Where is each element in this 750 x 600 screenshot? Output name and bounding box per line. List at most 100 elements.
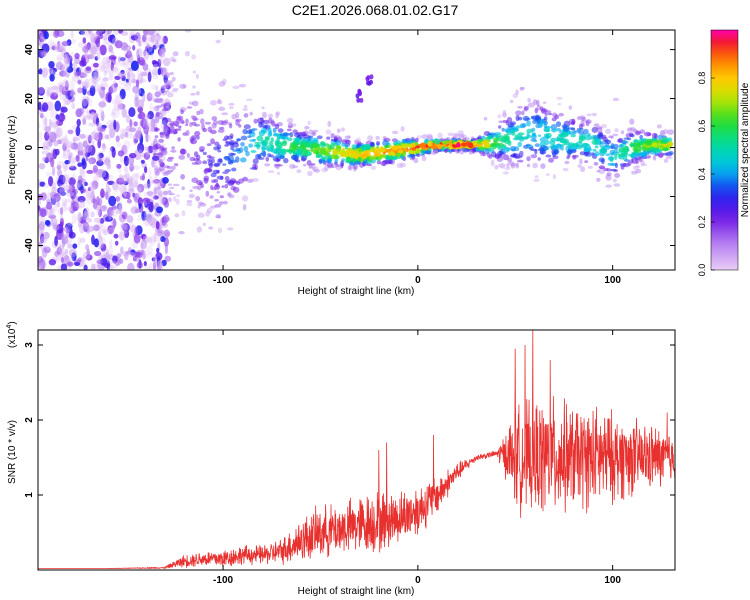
spectrogram-cell: [64, 133, 68, 145]
spectrogram-cell: [192, 85, 196, 89]
spectrogram-y-ticks: -40 -20 0 20 40: [24, 44, 675, 253]
spectrogram-cell: [197, 201, 203, 206]
spectrogram-cell: [88, 157, 93, 165]
spectrogram-cell: [163, 74, 168, 84]
spectrogram-cell: [426, 133, 433, 140]
spectrogram-cell: [149, 262, 153, 270]
spectrogram-cell: [550, 137, 557, 142]
spectrogram-cell: [56, 56, 65, 61]
spectrogram-cell: [91, 198, 97, 203]
spectrogram-cell: [53, 203, 58, 212]
spectrogram-cell: [106, 120, 114, 129]
spectrogram-cell: [111, 66, 119, 73]
spectrogram-cell: [96, 52, 101, 61]
spectrogram-cell: [120, 42, 129, 51]
spectrogram-cell: [146, 236, 152, 243]
spectrogram-cell: [99, 225, 105, 231]
spectrogram-cell: [51, 85, 59, 90]
spectrogram-cell: [502, 171, 509, 175]
spectrogram-cell: [250, 167, 257, 170]
spectrogram-cell: [160, 149, 168, 156]
spectrogram-cell: [67, 243, 73, 249]
spectrogram-cell: [620, 165, 625, 170]
spectrogram-cell: [110, 260, 118, 269]
spectrogram-cell: [97, 75, 102, 82]
spectrogram-cell: [156, 108, 160, 114]
spectrogram-cell: [408, 149, 417, 155]
spectrogram-panel: -100 0 100 -40 -20 0 20 40 Height of straight …: [7, 29, 676, 297]
spectrogram-cell: [255, 153, 262, 160]
spectrogram-cell: [163, 214, 169, 223]
spectrogram-cell: [164, 255, 172, 262]
spectrogram-cell: [257, 117, 264, 124]
spectrogram-cell: [626, 127, 634, 134]
spectrogram-cell: [93, 68, 99, 78]
spectrogram-cell: [66, 226, 71, 234]
spectrogram-cell: [38, 163, 46, 170]
spectrogram-cell: [90, 50, 96, 60]
spectrogram-cell: [344, 135, 351, 140]
spectrogram-cell: [196, 226, 203, 233]
spectrogram-cell: [146, 114, 151, 119]
spectrogram-cell: [111, 208, 118, 217]
spectrogram-cell: [142, 173, 145, 181]
spectrogram-cell: [161, 147, 168, 151]
spectrogram-cell: [49, 131, 57, 143]
spectrogram-cell: [116, 86, 123, 91]
spectrogram-cell: [148, 93, 156, 98]
spectrogram-cell: [164, 72, 171, 78]
spectrogram-cell: [77, 175, 83, 186]
spectrogram-cell: [347, 148, 352, 155]
spectrogram-cell: [506, 147, 511, 152]
spectrogram-cell: [530, 116, 535, 119]
spectrogram-cell: [441, 146, 446, 152]
spectrogram-cell: [190, 115, 195, 119]
spectrogram-cell: [496, 138, 503, 142]
spectrogram-cell: [159, 195, 164, 206]
spectrogram-cell: [93, 263, 98, 270]
spectrogram-cell: [123, 81, 132, 92]
spectrogram-cell: [498, 163, 506, 168]
spectrogram-cell: [90, 211, 95, 218]
spectrogram-cell: [117, 55, 126, 67]
spectrogram-cell: [149, 102, 154, 112]
spectrogram-cell: [612, 133, 619, 137]
spectrogram-cell: [315, 155, 320, 158]
spectrogram-cell: [313, 147, 320, 151]
spectrogram-cell: [82, 37, 87, 44]
spectrogram-cell: [43, 31, 49, 40]
spectrogram-cell: [232, 85, 240, 89]
spectrogram-cell: [637, 143, 641, 149]
spectrogram-cell: [591, 112, 597, 117]
spectrogram-cell: [217, 99, 223, 105]
spectrogram-cell: [351, 144, 357, 150]
spectrogram-cell: [427, 135, 433, 141]
spectrogram-cell: [38, 223, 45, 234]
spectrogram-cell: [228, 161, 234, 165]
spectrogram-cell: [63, 98, 67, 108]
spectrogram-cell: [82, 222, 88, 231]
spectrogram-cell: [61, 257, 64, 264]
spectrogram-cell: [60, 263, 68, 270]
spectrogram-cell: [55, 114, 60, 121]
spectrogram-cell: [558, 112, 564, 117]
spectrogram-cell: [335, 165, 342, 171]
spectrogram-cell: [116, 177, 125, 185]
spectrogram-cell: [169, 84, 174, 88]
spectrogram-cell: [96, 117, 100, 127]
spectrogram-cell: [212, 169, 220, 174]
spectrogram-cell: [106, 30, 110, 36]
spectrogram-cell: [375, 135, 380, 140]
spectrogram-cell: [147, 43, 153, 53]
spectrogram-cell: [286, 128, 292, 132]
spectrogram-cell: [166, 158, 173, 162]
spectrogram-cell: [85, 188, 90, 198]
spectrogram-cell: [539, 141, 546, 147]
spectrogram-cell: [652, 154, 657, 161]
spectrogram-cell: [85, 254, 93, 261]
spectrogram-cell: [64, 142, 72, 153]
spectrogram-cell: [423, 147, 428, 151]
spectrogram-cell: [56, 201, 61, 208]
spectrogram-cell: [188, 101, 194, 105]
spectrogram-cell: [605, 139, 612, 145]
